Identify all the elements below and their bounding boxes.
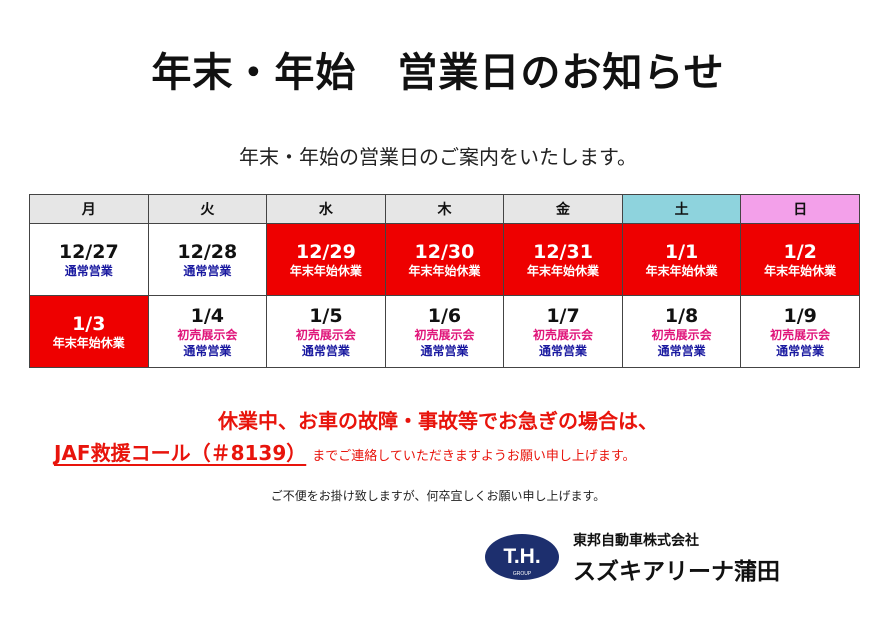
day-date: 1/2 [783, 240, 817, 263]
day-status: 通常営業 [301, 343, 350, 358]
day-status: 通常営業 [657, 343, 706, 358]
day-cell: 1/5 初売展示会 通常営業 [266, 295, 386, 368]
day-date: 1/7 [546, 304, 580, 327]
day-event: 初売展示会 [770, 327, 831, 342]
weekday-wed: 水 [266, 194, 386, 224]
day-cell: 1/8 初売展示会 通常営業 [621, 295, 742, 368]
day-date: 1/4 [190, 304, 225, 327]
day-date: 12/27 [58, 240, 119, 263]
day-cell-closed: 12/29 年末年始休業 [266, 223, 386, 296]
day-cell: 12/27 通常営業 [29, 223, 149, 296]
day-status: 通常営業 [420, 343, 469, 358]
business-calendar: 月 火 水 木 金 土 日 12/27 通常営業 12/28 通常営業 12/2… [29, 194, 860, 368]
day-cell: 1/7 初売展示会 通常営業 [503, 295, 623, 368]
weekday-sun: 日 [740, 194, 860, 224]
day-cell-closed: 12/30 年末年始休業 [384, 223, 505, 296]
day-date: 12/30 [414, 240, 475, 263]
week-row-1: 12/27 通常営業 12/28 通常営業 12/29 年末年始休業 12/30… [29, 223, 860, 296]
day-cell: 1/6 初売展示会 通常営業 [384, 295, 505, 368]
day-cell-closed: 12/31 年末年始休業 [503, 223, 623, 296]
jaf-rescue-call: JAF救援コール（＃8139） [54, 441, 307, 465]
closing-message: ご不便をお掛け致しますが、何卒宜しくお願い申し上げます。 [270, 489, 606, 503]
company-info: 東邦自動車株式会社 スズキアリーナ蒲田 [573, 530, 780, 586]
day-status: 年末年始休業 [645, 263, 718, 278]
day-cell: 1/4 初売展示会 通常営業 [147, 295, 268, 368]
day-date: 12/31 [533, 240, 593, 263]
day-date: 1/5 [309, 304, 343, 327]
day-event: 初売展示会 [295, 327, 356, 342]
company-logo: T.H. GROUP [485, 534, 559, 580]
day-status: 年末年始休業 [408, 263, 481, 278]
day-status: 通常営業 [776, 343, 825, 358]
day-date: 12/28 [177, 240, 238, 263]
page-subtitle: 年末・年始の営業日のご案内をいたします。 [239, 145, 637, 169]
day-status: 年末年始休業 [289, 263, 362, 278]
day-status: 年末年始休業 [527, 263, 600, 278]
day-date: 12/29 [295, 240, 356, 263]
weekday-tue: 火 [147, 194, 268, 224]
day-cell-closed: 1/1 年末年始休業 [621, 223, 742, 296]
day-status: 通常営業 [183, 263, 232, 278]
day-date: 1/1 [664, 240, 699, 263]
week-row-2: 1/3 年末年始休業 1/4 初売展示会 通常営業 1/5 初売展示会 通常営業… [29, 295, 860, 368]
company-name: 東邦自動車株式会社 [573, 533, 699, 549]
day-status: 年末年始休業 [52, 335, 125, 350]
day-cell: 12/28 通常営業 [147, 223, 268, 296]
day-event: 初売展示会 [414, 327, 475, 342]
day-date: 1/8 [664, 304, 699, 327]
day-event: 初売展示会 [177, 327, 238, 342]
day-cell-closed: 1/3 年末年始休業 [29, 295, 149, 368]
weekday-fri: 金 [503, 194, 623, 224]
weekday-mon: 月 [29, 194, 149, 224]
day-status: 通常営業 [64, 263, 113, 278]
page-title: 年末・年始 営業日のお知らせ [151, 50, 725, 96]
day-status: 通常営業 [183, 343, 232, 358]
logo-group-text: GROUP [513, 571, 532, 577]
day-event: 初売展示会 [651, 327, 712, 342]
weekday-thu: 木 [384, 194, 505, 224]
emergency-notice: 休業中、お車の故障・事故等でお急ぎの場合は、 [218, 409, 658, 433]
weekday-header-row: 月 火 水 木 金 土 日 [29, 194, 860, 224]
day-cell: 1/9 初売展示会 通常営業 [740, 295, 860, 368]
day-cell-closed: 1/2 年末年始休業 [740, 223, 860, 296]
day-event: 初売展示会 [533, 327, 594, 342]
store-name: スズキアリーナ蒲田 [573, 559, 780, 585]
logo-mark-text: T.H. [503, 545, 540, 568]
day-date: 1/6 [427, 304, 462, 327]
day-date: 1/3 [72, 312, 106, 335]
day-status: 年末年始休業 [764, 263, 837, 278]
emergency-contact-line: JAF救援コール（＃8139） までご連絡していただきますようお願い申し上げます。 [54, 437, 636, 466]
contact-request-text: までご連絡していただきますようお願い申し上げます。 [312, 449, 636, 464]
weekday-sat: 土 [621, 194, 742, 224]
day-date: 1/9 [783, 304, 817, 327]
day-status: 通常営業 [539, 343, 588, 358]
